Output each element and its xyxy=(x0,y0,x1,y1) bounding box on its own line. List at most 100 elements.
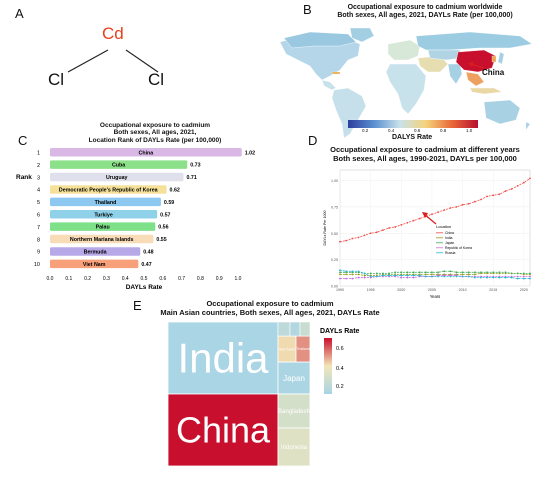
series-point xyxy=(400,223,403,226)
rank-label: 10 xyxy=(34,262,40,268)
cdcl2-molecule: Cd Cl Cl xyxy=(40,20,190,100)
series-point xyxy=(339,240,341,243)
japan-region xyxy=(497,51,505,65)
x-tick-label: 1990 xyxy=(336,288,344,292)
bar-value-label: 0.48 xyxy=(143,250,153,256)
series-point xyxy=(394,274,397,277)
line-chart-title: Occupational exposure to cadmium at diff… xyxy=(330,145,520,163)
series-point xyxy=(473,273,476,276)
rank-label: 1 xyxy=(37,151,40,157)
series-point xyxy=(480,271,482,274)
y-tick-label: 1.00 xyxy=(331,179,338,183)
china-arrow-head xyxy=(468,62,474,67)
series-point xyxy=(345,239,348,242)
x-axis-label: DAYLs Rate xyxy=(126,284,163,291)
panel-label-d: D xyxy=(308,133,318,148)
bar xyxy=(50,210,158,219)
series-point xyxy=(369,232,372,235)
treemap-tile-label: India xyxy=(177,335,269,382)
panel-label-b: B xyxy=(303,2,312,17)
series-point xyxy=(492,194,495,197)
series-point xyxy=(400,276,403,279)
series-point xyxy=(382,274,384,277)
russia-region xyxy=(415,31,533,51)
bar-category-label: Uruguay xyxy=(106,175,128,181)
y-axis-label: DAYLs Rate Per 1000 xyxy=(323,210,327,245)
treemap-tile xyxy=(168,393,279,467)
bar xyxy=(50,185,167,194)
rank-label: 6 xyxy=(37,213,40,219)
x-tick-label: 1.0 xyxy=(235,276,242,282)
series-point xyxy=(345,273,348,276)
series-point xyxy=(345,270,348,273)
map-colorbar-tick: 0.4 xyxy=(388,128,395,133)
rank-label: 8 xyxy=(37,237,40,243)
africa-region xyxy=(385,63,427,115)
series-point xyxy=(522,275,525,278)
series-point xyxy=(369,272,372,275)
legend-title: Location xyxy=(436,224,451,229)
new-zealand-region xyxy=(525,121,531,131)
series-point xyxy=(357,236,360,239)
bar-category-label: Viet Nam xyxy=(83,262,106,268)
series-point xyxy=(375,275,378,278)
series-point xyxy=(461,273,464,276)
series-point xyxy=(498,193,501,196)
series-point xyxy=(461,271,464,274)
series-point xyxy=(529,177,531,180)
central-asia-region xyxy=(427,49,463,61)
series-point xyxy=(480,276,482,279)
series-point xyxy=(473,271,476,274)
series-point xyxy=(363,234,366,237)
bar-value-label: 0.57 xyxy=(160,212,170,218)
bar xyxy=(50,160,188,169)
series-point xyxy=(382,272,384,275)
treemap-tile-label: China xyxy=(176,410,271,451)
series-point xyxy=(504,190,507,192)
series-point xyxy=(357,276,360,279)
trend-line-chart: 0.00 0.25 0.50 0.75 1.00 1990 1995 2000 2005 2010… xyxy=(323,169,531,299)
treemap-tile-label: Japan xyxy=(283,374,305,383)
bar-category-label: Bermuda xyxy=(84,250,107,256)
korea-region xyxy=(491,55,497,63)
series-point xyxy=(351,277,354,280)
series-point xyxy=(388,227,390,229)
bar xyxy=(50,222,156,231)
indonesia-region xyxy=(469,87,503,95)
series-point xyxy=(412,276,415,279)
treemap-title: Occupational exposure to cadmium Main As… xyxy=(160,299,380,317)
series-point xyxy=(461,203,464,206)
series-point xyxy=(431,273,433,276)
x-tick-label: 0.0 xyxy=(47,276,54,282)
series-point xyxy=(522,272,525,275)
series-point xyxy=(522,277,525,280)
series-point xyxy=(516,277,519,280)
molecule-bonds xyxy=(67,49,159,73)
china-annotation: China xyxy=(482,68,505,77)
series-point xyxy=(351,237,354,240)
series-point xyxy=(369,275,372,278)
x-tick-label: 2010 xyxy=(459,288,467,292)
bar xyxy=(50,197,161,207)
rank-bar-chart: 1 China 1.02 2 Cuba 0.73 3 Uruguay 0.71 4 Democrat… xyxy=(16,148,255,291)
series-point xyxy=(418,217,421,220)
series-point xyxy=(467,271,470,274)
y-tick-label: 0.75 xyxy=(331,205,338,209)
x-tick-label: 2000 xyxy=(397,288,405,292)
series-point xyxy=(406,274,409,277)
x-tick-label: 2015 xyxy=(489,288,497,292)
series-point xyxy=(449,275,452,278)
rank-label: 5 xyxy=(37,200,40,206)
series-point xyxy=(406,271,409,274)
series-point xyxy=(406,221,409,224)
legend-entry: Republic of Korea xyxy=(445,246,472,250)
china-arrow-head xyxy=(422,212,428,218)
chlorine-atom-left: Cl xyxy=(48,70,65,89)
series-point xyxy=(412,271,415,274)
treemap-tile-label: Bangladesh xyxy=(278,409,310,415)
series-point xyxy=(339,271,341,274)
chlorine-atom-right: Cl xyxy=(148,70,165,89)
legend-entry: Russia xyxy=(445,251,455,255)
series-point xyxy=(486,271,488,274)
series-point xyxy=(431,271,433,274)
